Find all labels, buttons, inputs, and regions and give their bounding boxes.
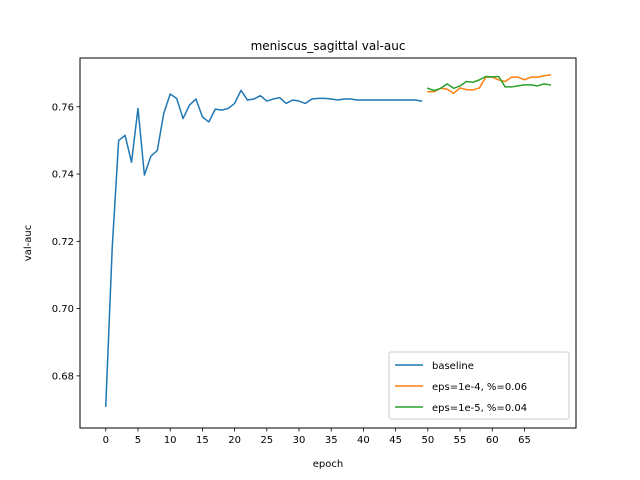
- y-tick-label: 0.72: [52, 237, 74, 248]
- x-tick-label: 55: [454, 435, 467, 446]
- x-tick-label: 20: [228, 435, 241, 446]
- y-tick-label: 0.76: [52, 102, 74, 113]
- y-tick-label: 0.70: [52, 304, 74, 315]
- x-tick-label: 0: [103, 435, 109, 446]
- x-tick-label: 30: [293, 435, 306, 446]
- x-tick-label: 50: [421, 435, 434, 446]
- x-tick-label: 5: [135, 435, 141, 446]
- x-tick-label: 35: [325, 435, 338, 446]
- series-line-2: [426, 75, 552, 92]
- y-tick-label: 0.68: [52, 371, 74, 382]
- x-tick-label: 25: [260, 435, 273, 446]
- legend-label-0: baseline: [432, 361, 474, 372]
- y-tick-label: 0.74: [52, 170, 74, 181]
- legend-label-2: eps=1e-5, %=0.04: [432, 403, 527, 414]
- chart-title: meniscus_sagittal val-auc: [251, 39, 406, 53]
- x-tick-label: 10: [164, 435, 177, 446]
- x-tick-label: 15: [196, 435, 209, 446]
- legend: baseline eps=1e-4, %=0.06 eps=1e-5, %=0.04: [388, 351, 570, 420]
- plot-lines: [104, 73, 552, 407]
- y-axis-label: val-auc: [23, 225, 34, 261]
- series-line-0: [104, 89, 423, 407]
- legend-box: [388, 351, 570, 420]
- x-tick-label: 40: [357, 435, 370, 446]
- x-tick-label: 45: [389, 435, 402, 446]
- axes-frame: [79, 57, 577, 429]
- legend-label-1: eps=1e-4, %=0.06: [432, 382, 527, 393]
- x-axis-ticks: 0 5 10 15 20 25 30 35 40 45 50 55 60 65: [103, 428, 531, 446]
- x-tick-label: 60: [486, 435, 499, 446]
- y-axis-ticks: 0.68 0.70 0.72 0.74 0.76: [52, 102, 80, 382]
- x-axis-label: epoch: [313, 459, 343, 470]
- x-tick-label: 65: [518, 435, 531, 446]
